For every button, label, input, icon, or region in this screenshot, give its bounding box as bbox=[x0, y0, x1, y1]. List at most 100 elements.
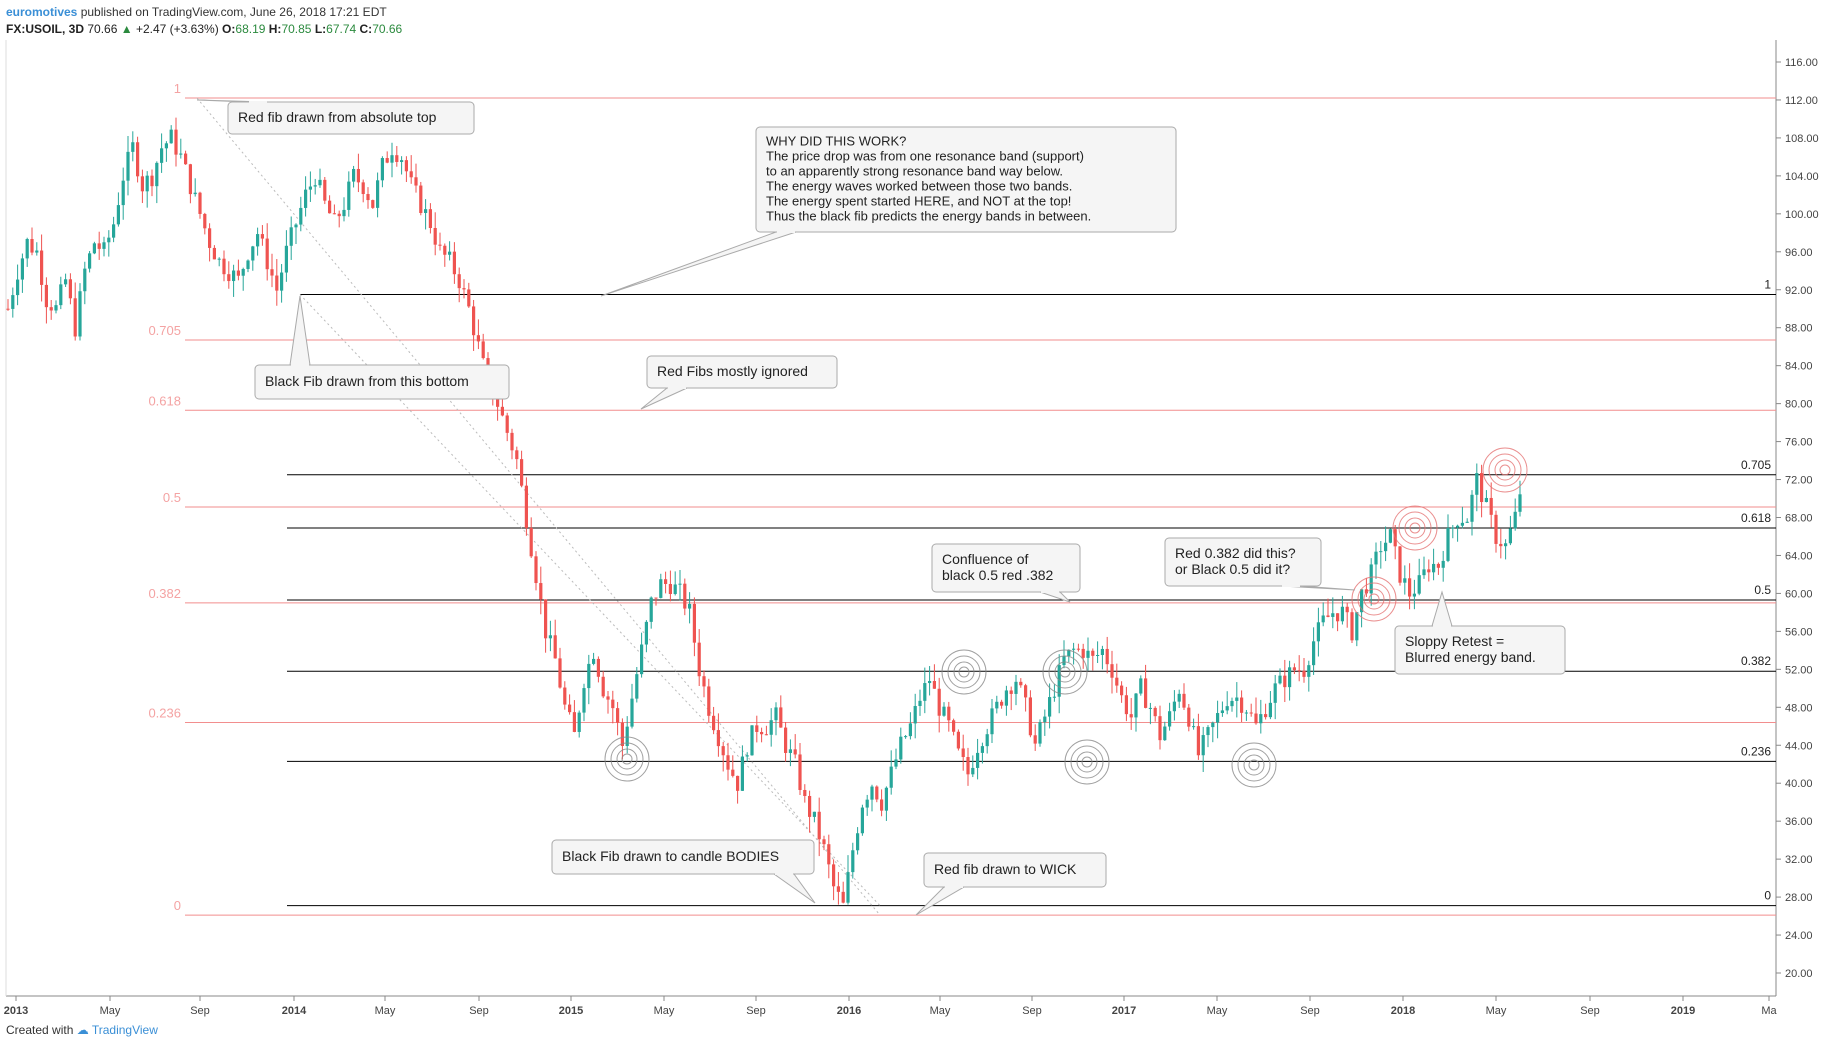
candle-body[interactable] bbox=[990, 708, 994, 735]
candle-body[interactable] bbox=[1489, 497, 1493, 515]
candle-body[interactable] bbox=[342, 209, 346, 217]
candle-body[interactable] bbox=[174, 129, 178, 155]
candle-body[interactable] bbox=[1024, 685, 1028, 698]
candle-body[interactable] bbox=[1417, 575, 1421, 594]
candle-body[interactable] bbox=[1264, 714, 1268, 718]
candle-body[interactable] bbox=[1019, 681, 1023, 686]
candle-body[interactable] bbox=[217, 258, 221, 260]
candle-body[interactable] bbox=[1355, 612, 1359, 641]
candle-body[interactable] bbox=[1340, 606, 1344, 622]
candle-body[interactable] bbox=[44, 284, 48, 308]
candle-body[interactable] bbox=[539, 583, 543, 600]
candle-body[interactable] bbox=[1115, 677, 1119, 686]
candle-body[interactable] bbox=[841, 891, 845, 903]
candle-body[interactable] bbox=[1216, 713, 1220, 723]
candle-body[interactable] bbox=[1062, 656, 1066, 666]
candle-body[interactable] bbox=[553, 635, 557, 659]
candle-body[interactable] bbox=[1014, 681, 1018, 694]
candle-body[interactable] bbox=[606, 696, 610, 700]
candle-body[interactable] bbox=[577, 712, 581, 732]
candle-body[interactable] bbox=[472, 306, 476, 336]
candle-body[interactable] bbox=[625, 726, 629, 746]
candle-body[interactable] bbox=[280, 272, 284, 291]
candle-body[interactable] bbox=[1187, 707, 1191, 727]
candle-body[interactable] bbox=[1240, 697, 1244, 713]
candle-body[interactable] bbox=[428, 209, 432, 228]
candle-body[interactable] bbox=[1129, 714, 1133, 718]
candle-body[interactable] bbox=[352, 168, 356, 182]
candle-body[interactable] bbox=[1096, 654, 1100, 656]
candle-body[interactable] bbox=[961, 748, 965, 758]
candle-body[interactable] bbox=[35, 250, 39, 253]
candle-body[interactable] bbox=[913, 706, 917, 724]
candle-body[interactable] bbox=[1283, 675, 1287, 688]
candle-body[interactable] bbox=[136, 142, 140, 177]
candle-body[interactable] bbox=[1446, 527, 1450, 561]
candle-body[interactable] bbox=[376, 180, 380, 208]
candle-body[interactable] bbox=[164, 143, 168, 149]
candle-body[interactable] bbox=[745, 755, 749, 757]
candle-body[interactable] bbox=[1244, 712, 1248, 714]
candle-body[interactable] bbox=[1120, 685, 1124, 696]
candle-body[interactable] bbox=[83, 268, 87, 292]
candle-body[interactable] bbox=[1048, 697, 1052, 717]
candle-body[interactable] bbox=[54, 305, 58, 311]
candle-body[interactable] bbox=[107, 237, 111, 243]
candle-body[interactable] bbox=[1326, 615, 1330, 617]
candle-body[interactable] bbox=[1249, 712, 1253, 714]
candle-body[interactable] bbox=[30, 239, 34, 253]
candle-body[interactable] bbox=[294, 224, 298, 228]
candle-body[interactable] bbox=[664, 579, 668, 584]
candle-body[interactable] bbox=[846, 872, 850, 903]
candle-body[interactable] bbox=[750, 725, 754, 756]
candle-body[interactable] bbox=[870, 786, 874, 800]
candle-body[interactable] bbox=[1374, 551, 1378, 565]
candle-body[interactable] bbox=[678, 583, 682, 585]
candle-body[interactable] bbox=[366, 194, 370, 201]
candle-body[interactable] bbox=[1388, 529, 1392, 543]
symbol-label[interactable]: FX:USOIL, 3D bbox=[6, 22, 85, 36]
candle-body[interactable] bbox=[774, 707, 778, 721]
candle-body[interactable] bbox=[270, 269, 274, 276]
candle-body[interactable] bbox=[1196, 726, 1200, 756]
candle-body[interactable] bbox=[155, 162, 159, 187]
tradingview-link[interactable]: TradingView bbox=[91, 1023, 158, 1037]
candle-body[interactable] bbox=[1384, 542, 1388, 552]
candle-body[interactable] bbox=[1518, 494, 1522, 512]
candle-body[interactable] bbox=[568, 704, 572, 713]
candle-body[interactable] bbox=[193, 192, 197, 195]
candle-body[interactable] bbox=[803, 789, 807, 796]
candle-body[interactable] bbox=[731, 769, 735, 776]
candle-body[interactable] bbox=[1043, 716, 1047, 723]
candle-body[interactable] bbox=[1451, 527, 1455, 529]
candle-body[interactable] bbox=[1345, 606, 1349, 613]
candle-body[interactable] bbox=[462, 288, 466, 290]
candle-body[interactable] bbox=[1163, 726, 1167, 741]
candle-body[interactable] bbox=[899, 736, 903, 760]
candle-body[interactable] bbox=[808, 795, 812, 817]
candle-body[interactable] bbox=[380, 158, 384, 181]
candle-body[interactable] bbox=[702, 676, 706, 687]
candle-body[interactable] bbox=[1004, 690, 1008, 706]
candle-body[interactable] bbox=[932, 680, 936, 689]
candle-body[interactable] bbox=[601, 676, 605, 697]
candle-body[interactable] bbox=[947, 706, 951, 721]
candle-body[interactable] bbox=[1321, 615, 1325, 623]
candle-body[interactable] bbox=[635, 674, 639, 699]
candle-body[interactable] bbox=[884, 787, 888, 811]
candle-body[interactable] bbox=[390, 155, 394, 163]
candle-body[interactable] bbox=[64, 279, 68, 285]
candle-body[interactable] bbox=[659, 579, 663, 598]
candle-body[interactable] bbox=[572, 712, 576, 732]
candle-body[interactable] bbox=[937, 688, 941, 716]
candle-body[interactable] bbox=[1076, 648, 1080, 650]
candle-body[interactable] bbox=[40, 250, 44, 285]
candle-body[interactable] bbox=[904, 736, 908, 738]
candle-body[interactable] bbox=[1422, 569, 1426, 576]
candle-body[interactable] bbox=[11, 295, 15, 309]
candle-body[interactable] bbox=[1412, 593, 1416, 597]
candle-body[interactable] bbox=[59, 284, 63, 306]
candle-body[interactable] bbox=[395, 155, 399, 162]
candle-body[interactable] bbox=[1403, 578, 1407, 583]
annotation-callout[interactable]: Red Fibs mostly ignored bbox=[640, 355, 838, 410]
